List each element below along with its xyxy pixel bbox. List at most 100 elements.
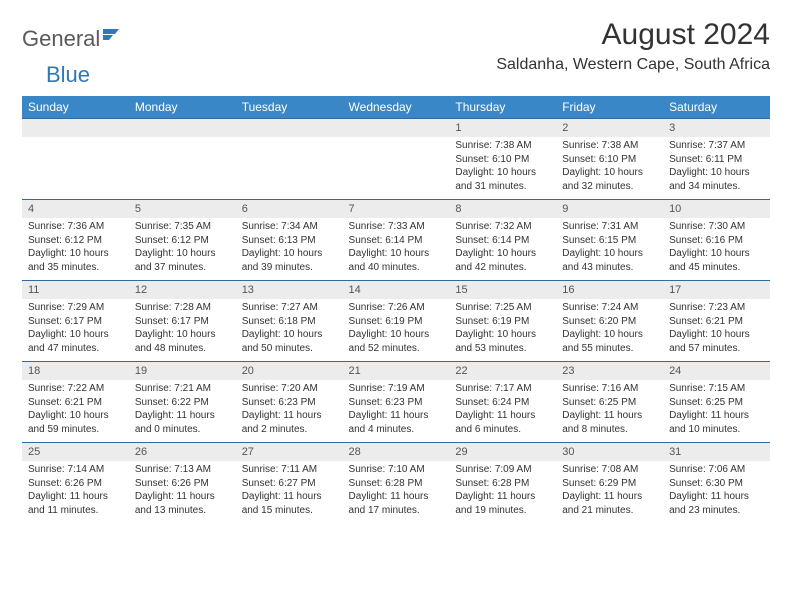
day-data: Sunrise: 7:09 AMSunset: 6:28 PMDaylight:… [449,461,556,523]
day-data-cell: Sunrise: 7:36 AMSunset: 6:12 PMDaylight:… [22,218,129,281]
day-data-cell: Sunrise: 7:23 AMSunset: 6:21 PMDaylight:… [663,299,770,362]
day-number: 22 [449,362,556,380]
sunrise-text: Sunrise: 7:17 AM [455,382,550,396]
daylight-text: Daylight: 11 hours and 19 minutes. [455,490,550,517]
day-number [22,119,129,135]
sunrise-text: Sunrise: 7:16 AM [562,382,657,396]
day-data: Sunrise: 7:36 AMSunset: 6:12 PMDaylight:… [22,218,129,280]
day-data-cell [22,137,129,200]
sunset-text: Sunset: 6:26 PM [28,477,123,491]
sunset-text: Sunset: 6:26 PM [135,477,230,491]
day-data [22,137,129,195]
day-cell: 23 [556,362,663,381]
daylight-text: Daylight: 11 hours and 13 minutes. [135,490,230,517]
sunrise-text: Sunrise: 7:24 AM [562,301,657,315]
sunset-text: Sunset: 6:18 PM [242,315,337,329]
sunset-text: Sunset: 6:28 PM [455,477,550,491]
day-number: 4 [22,200,129,218]
day-data: Sunrise: 7:32 AMSunset: 6:14 PMDaylight:… [449,218,556,280]
day-data-cell: Sunrise: 7:33 AMSunset: 6:14 PMDaylight:… [343,218,450,281]
sunset-text: Sunset: 6:24 PM [455,396,550,410]
week-data-row: Sunrise: 7:14 AMSunset: 6:26 PMDaylight:… [22,461,770,523]
week-daynum-row: 25262728293031 [22,443,770,462]
weekday-monday: Monday [129,96,236,119]
sunset-text: Sunset: 6:25 PM [562,396,657,410]
day-cell: 11 [22,281,129,300]
calendar-table: Sunday Monday Tuesday Wednesday Thursday… [22,96,770,523]
daylight-text: Daylight: 11 hours and 21 minutes. [562,490,657,517]
day-data: Sunrise: 7:33 AMSunset: 6:14 PMDaylight:… [343,218,450,280]
day-data: Sunrise: 7:28 AMSunset: 6:17 PMDaylight:… [129,299,236,361]
day-data [343,137,450,195]
week-daynum-row: 18192021222324 [22,362,770,381]
sunrise-text: Sunrise: 7:32 AM [455,220,550,234]
day-cell: 16 [556,281,663,300]
sunrise-text: Sunrise: 7:33 AM [349,220,444,234]
day-number: 24 [663,362,770,380]
daylight-text: Daylight: 10 hours and 52 minutes. [349,328,444,355]
sunset-text: Sunset: 6:20 PM [562,315,657,329]
day-number: 26 [129,443,236,461]
sunrise-text: Sunrise: 7:08 AM [562,463,657,477]
day-cell: 22 [449,362,556,381]
daylight-text: Daylight: 10 hours and 40 minutes. [349,247,444,274]
day-cell: 1 [449,119,556,138]
logo: General [22,18,125,52]
day-data: Sunrise: 7:23 AMSunset: 6:21 PMDaylight:… [663,299,770,361]
day-number: 17 [663,281,770,299]
day-cell: 19 [129,362,236,381]
sunrise-text: Sunrise: 7:30 AM [669,220,764,234]
day-data: Sunrise: 7:19 AMSunset: 6:23 PMDaylight:… [343,380,450,442]
day-data-cell: Sunrise: 7:29 AMSunset: 6:17 PMDaylight:… [22,299,129,362]
daylight-text: Daylight: 11 hours and 23 minutes. [669,490,764,517]
day-data: Sunrise: 7:29 AMSunset: 6:17 PMDaylight:… [22,299,129,361]
day-cell: 7 [343,200,450,219]
day-number: 15 [449,281,556,299]
daylight-text: Daylight: 10 hours and 32 minutes. [562,166,657,193]
sunrise-text: Sunrise: 7:22 AM [28,382,123,396]
day-data: Sunrise: 7:15 AMSunset: 6:25 PMDaylight:… [663,380,770,442]
day-data: Sunrise: 7:22 AMSunset: 6:21 PMDaylight:… [22,380,129,442]
calendar-header-row: Sunday Monday Tuesday Wednesday Thursday… [22,96,770,119]
daylight-text: Daylight: 11 hours and 17 minutes. [349,490,444,517]
daylight-text: Daylight: 11 hours and 8 minutes. [562,409,657,436]
day-cell: 2 [556,119,663,138]
day-data: Sunrise: 7:24 AMSunset: 6:20 PMDaylight:… [556,299,663,361]
day-number: 30 [556,443,663,461]
title-block: August 2024 Saldanha, Western Cape, Sout… [496,18,770,74]
day-data-cell: Sunrise: 7:30 AMSunset: 6:16 PMDaylight:… [663,218,770,281]
day-data: Sunrise: 7:30 AMSunset: 6:16 PMDaylight:… [663,218,770,280]
day-data-cell: Sunrise: 7:08 AMSunset: 6:29 PMDaylight:… [556,461,663,523]
sunrise-text: Sunrise: 7:28 AM [135,301,230,315]
sunset-text: Sunset: 6:17 PM [135,315,230,329]
day-cell: 4 [22,200,129,219]
sunrise-text: Sunrise: 7:31 AM [562,220,657,234]
sunset-text: Sunset: 6:14 PM [349,234,444,248]
flag-icon [103,26,123,49]
sunrise-text: Sunrise: 7:11 AM [242,463,337,477]
sunrise-text: Sunrise: 7:25 AM [455,301,550,315]
day-data-cell: Sunrise: 7:31 AMSunset: 6:15 PMDaylight:… [556,218,663,281]
day-number: 20 [236,362,343,380]
week-daynum-row: 11121314151617 [22,281,770,300]
day-data-cell: Sunrise: 7:38 AMSunset: 6:10 PMDaylight:… [556,137,663,200]
sunrise-text: Sunrise: 7:14 AM [28,463,123,477]
sunrise-text: Sunrise: 7:15 AM [669,382,764,396]
day-number: 25 [22,443,129,461]
day-data: Sunrise: 7:11 AMSunset: 6:27 PMDaylight:… [236,461,343,523]
sunrise-text: Sunrise: 7:26 AM [349,301,444,315]
day-cell: 18 [22,362,129,381]
sunrise-text: Sunrise: 7:13 AM [135,463,230,477]
day-number: 27 [236,443,343,461]
daylight-text: Daylight: 10 hours and 53 minutes. [455,328,550,355]
weekday-sunday: Sunday [22,96,129,119]
day-data-cell: Sunrise: 7:16 AMSunset: 6:25 PMDaylight:… [556,380,663,443]
day-number [236,119,343,135]
day-number: 8 [449,200,556,218]
day-data: Sunrise: 7:37 AMSunset: 6:11 PMDaylight:… [663,137,770,199]
sunset-text: Sunset: 6:21 PM [669,315,764,329]
day-data-cell: Sunrise: 7:37 AMSunset: 6:11 PMDaylight:… [663,137,770,200]
day-data: Sunrise: 7:16 AMSunset: 6:25 PMDaylight:… [556,380,663,442]
sunset-text: Sunset: 6:15 PM [562,234,657,248]
day-number: 5 [129,200,236,218]
